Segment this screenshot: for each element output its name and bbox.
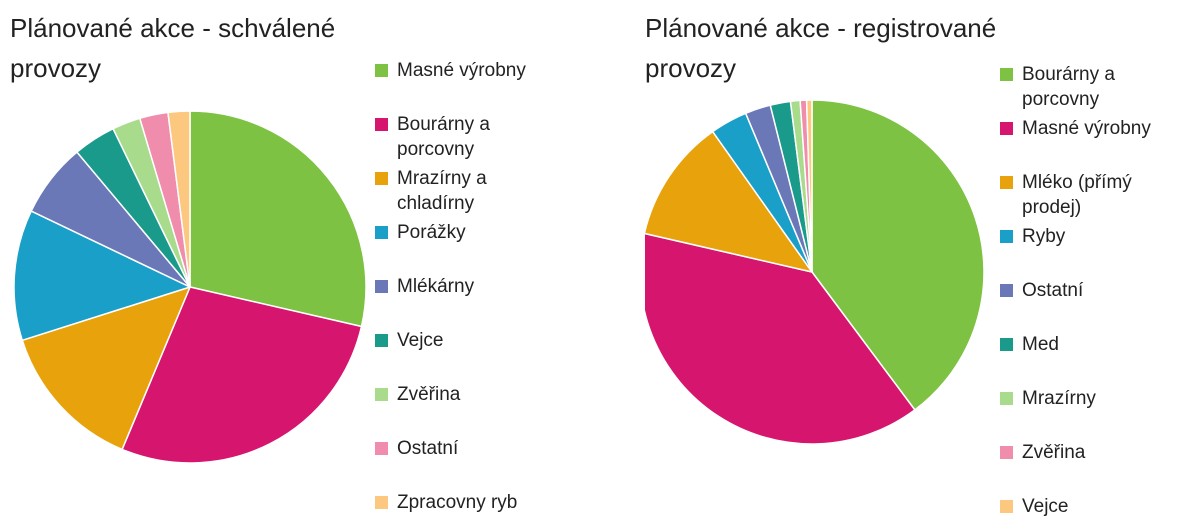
legend-swatch [1000,284,1013,297]
legend-swatch [375,118,388,131]
legend-label: Mrazírny a chladírny [397,168,487,214]
legend-swatch [375,226,388,239]
legend-swatch [375,64,388,77]
legend-label: Masné výrobny [1022,118,1151,139]
legend-label: Mrazírny [1022,388,1096,409]
pie-slice [13,210,193,342]
legend-label: Zpracovny ryb [397,492,518,513]
chart-panel: Masné výrobny Bourárny a porcovny Mrazírny… [10,0,645,519]
chart-panel: Bourárny a porcovny Masné výrobny Mléko (p… [645,0,1186,519]
pie-slice [189,110,367,328]
legend-label: Bourárny a porcovny [1022,64,1115,110]
legend-label: Vejce [1022,496,1069,517]
legend-swatch [1000,338,1013,351]
legend-label: Med [1022,334,1059,355]
legend-label: Mlékárny [397,276,475,297]
chart-title: Plánované akce - schválené provozy [10,13,336,83]
legend-label: Masné výrobny [397,60,526,81]
legend-label: Bourárny a porcovny [397,114,490,160]
legend-swatch [375,172,388,185]
pie-slice [645,130,814,274]
pie-slice [121,286,363,464]
legend-label: Zvěřina [397,384,461,405]
legend-label: Vejce [397,330,444,351]
legend-swatch [1000,392,1013,405]
pie-chart [13,110,367,464]
legend-swatch [1000,500,1013,513]
pie-slice [645,232,916,445]
legend-swatch [1000,446,1013,459]
legend-swatch [1000,230,1013,243]
legend-swatch [375,496,388,509]
legend-label: Ostatní [1022,280,1084,301]
pie-slice [805,99,813,273]
legend-label: Zvěřina [1022,442,1086,463]
pie-chart [645,99,985,445]
legend-label: Porážky [397,222,466,243]
legend-swatch [375,280,388,293]
legend-label: Ryby [1022,226,1066,247]
legend-label: Ostatní [397,438,459,459]
legend-swatch [375,442,388,455]
chart-title: Plánované akce - registrované provozy [645,13,997,83]
pie-slice [167,110,191,288]
legend-swatch [1000,122,1013,135]
legend-swatch [1000,68,1013,81]
legend-label: Mléko (přímý prodej) [1022,172,1132,218]
pie-slice [811,99,985,411]
legend-swatch [375,388,388,401]
legend-swatch [375,334,388,347]
legend-swatch [1000,176,1013,189]
